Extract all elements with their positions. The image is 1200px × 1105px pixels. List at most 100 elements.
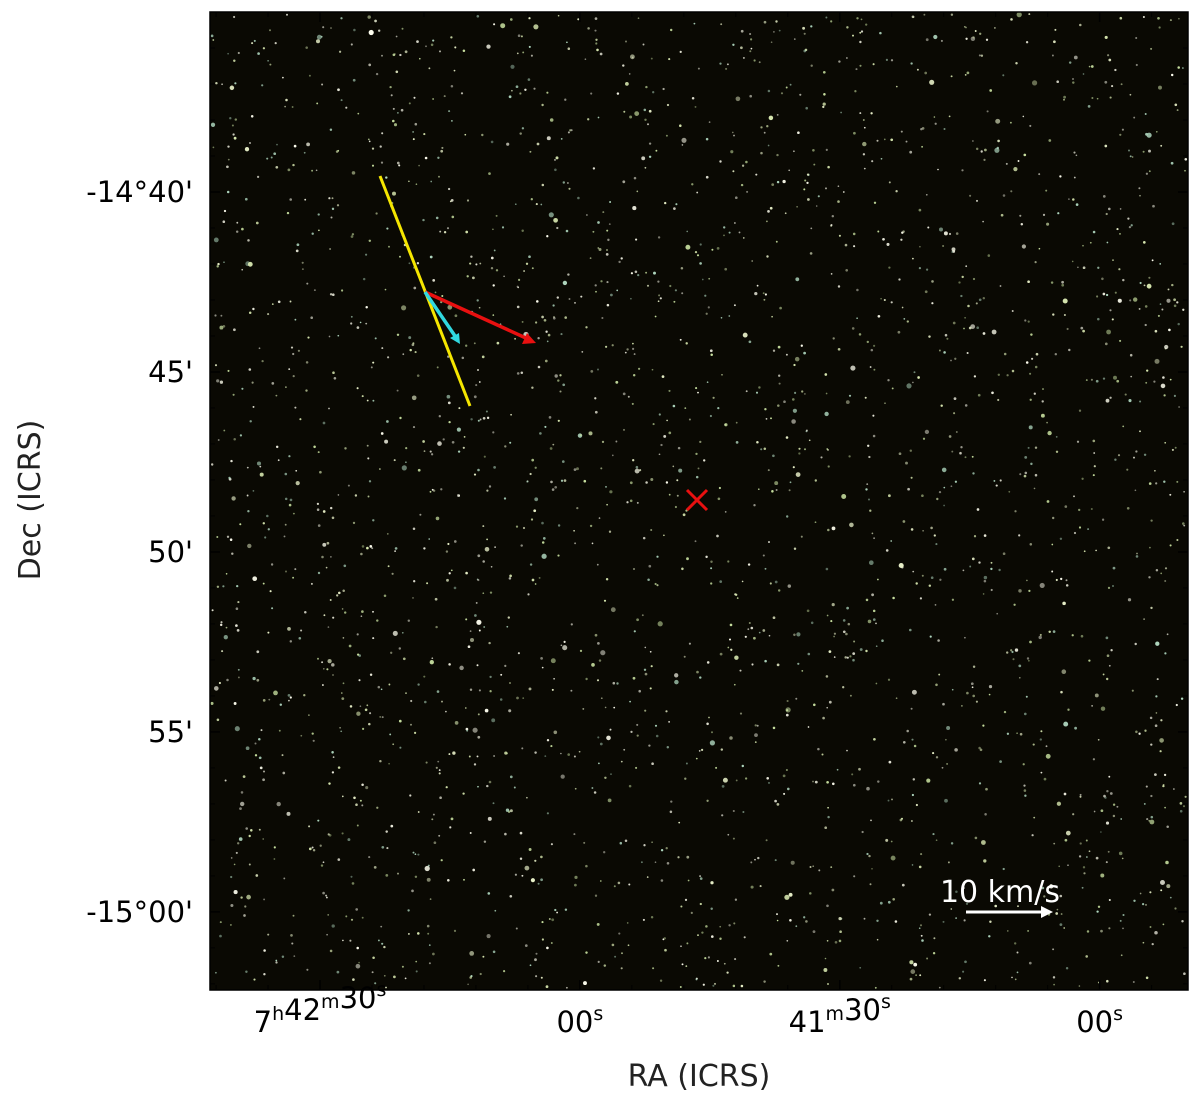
star: [408, 102, 411, 105]
star: [695, 387, 698, 390]
star: [865, 649, 868, 653]
star: [1165, 860, 1169, 865]
star: [954, 480, 958, 483]
star: [803, 49, 807, 53]
star: [776, 114, 779, 116]
star: [854, 90, 857, 93]
star: [974, 30, 977, 32]
star: [478, 306, 481, 309]
star: [396, 111, 399, 114]
star: [368, 29, 374, 36]
star: [966, 71, 970, 75]
star: [765, 418, 768, 420]
star: [531, 386, 534, 389]
star: [560, 479, 564, 482]
star: [225, 626, 228, 629]
motion-arrow: [423, 291, 457, 337]
star: [1136, 552, 1138, 555]
star: [650, 665, 653, 668]
star: [773, 31, 775, 33]
star: [277, 459, 280, 462]
star: [922, 437, 926, 440]
star: [961, 169, 964, 172]
star: [247, 510, 250, 513]
star: [289, 498, 293, 502]
star: [832, 337, 835, 340]
star: [838, 939, 842, 943]
star: [807, 652, 811, 656]
star: [295, 469, 298, 472]
star: [921, 939, 924, 942]
star: [873, 368, 876, 371]
star: [810, 25, 813, 28]
star: [546, 946, 549, 950]
star: [988, 935, 991, 938]
star: [410, 699, 413, 703]
star: [873, 344, 876, 347]
star: [950, 485, 953, 488]
star: [724, 267, 728, 271]
star: [322, 26, 325, 29]
star: [565, 986, 568, 989]
star: [922, 529, 924, 532]
star: [594, 410, 598, 414]
star: [891, 798, 893, 801]
star: [998, 568, 1001, 572]
star: [1150, 794, 1153, 798]
star: [774, 799, 777, 803]
star: [568, 298, 571, 300]
star: [437, 156, 440, 159]
star: [755, 391, 759, 394]
star: [952, 321, 956, 325]
star: [557, 379, 560, 382]
star: [874, 986, 877, 989]
star: [686, 557, 689, 561]
star: [793, 633, 796, 637]
star: [216, 536, 219, 538]
star: [550, 480, 553, 484]
star: [778, 374, 781, 377]
star: [1122, 927, 1124, 930]
star: [394, 547, 398, 550]
star: [812, 780, 814, 783]
star: [1109, 792, 1113, 795]
star: [548, 416, 552, 419]
star: [383, 594, 387, 598]
star: [243, 914, 246, 917]
star: [418, 164, 420, 167]
star: [772, 349, 776, 352]
orientation-line: [378, 175, 472, 407]
star: [1018, 676, 1021, 679]
star: [709, 349, 713, 353]
star: [624, 351, 627, 354]
star: [225, 573, 228, 575]
star: [800, 535, 803, 538]
star: [1002, 552, 1006, 556]
star: [493, 249, 496, 252]
star: [742, 56, 745, 59]
star: [425, 45, 427, 48]
star: [686, 855, 690, 859]
star: [719, 925, 722, 928]
star: [680, 267, 684, 270]
star: [248, 863, 251, 866]
star: [389, 733, 392, 736]
star: [1043, 777, 1047, 781]
star: [982, 296, 986, 300]
star: [668, 58, 671, 61]
star: [405, 692, 407, 694]
star: [1025, 695, 1028, 698]
star: [1105, 293, 1109, 297]
star: [1080, 634, 1084, 638]
star: [355, 908, 359, 911]
star: [234, 726, 240, 732]
star: [516, 372, 520, 375]
star: [900, 238, 903, 241]
star: [367, 457, 370, 460]
star: [567, 273, 570, 276]
star: [669, 810, 673, 814]
star: [273, 152, 277, 156]
star: [465, 618, 468, 621]
star: [230, 875, 233, 879]
star: [356, 946, 359, 950]
